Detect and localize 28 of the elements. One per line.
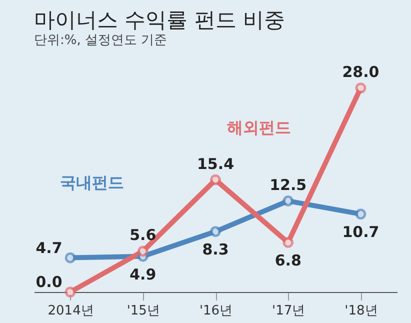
point	[137, 246, 148, 257]
point	[64, 252, 76, 264]
x-tick-label: 2014년	[48, 304, 94, 318]
text: 해외펀드	[227, 118, 292, 137]
point	[355, 82, 366, 94]
data-label: 15.4	[196, 154, 234, 173]
data-label: 0.0	[36, 273, 62, 291]
point	[210, 174, 221, 186]
point	[282, 237, 294, 248]
x-tick-label: '17년	[272, 304, 306, 318]
data-label: 28.0	[342, 63, 380, 81]
data-label: 5.6	[130, 226, 156, 244]
chart-subtitle: 단위:%, 설정연도 기준	[34, 33, 168, 48]
data-label: 8.3	[202, 240, 229, 259]
point	[210, 226, 221, 237]
data-label: 4.9	[130, 265, 156, 284]
x-tick-label: '16년	[199, 304, 233, 318]
text: 국내펀드	[60, 173, 124, 192]
point	[282, 196, 294, 206]
chart-title: 마이너스 수익률 펀드 비중	[34, 8, 286, 32]
point	[355, 208, 366, 220]
data-label: 10.7	[342, 223, 380, 242]
x-tick-label: '18년	[344, 304, 378, 318]
data-label: 12.5	[270, 176, 307, 194]
x-tick-label: '15년	[126, 304, 160, 318]
data-label: 6.8	[274, 251, 302, 270]
data-label: 4.7	[36, 238, 62, 257]
point	[64, 286, 76, 298]
